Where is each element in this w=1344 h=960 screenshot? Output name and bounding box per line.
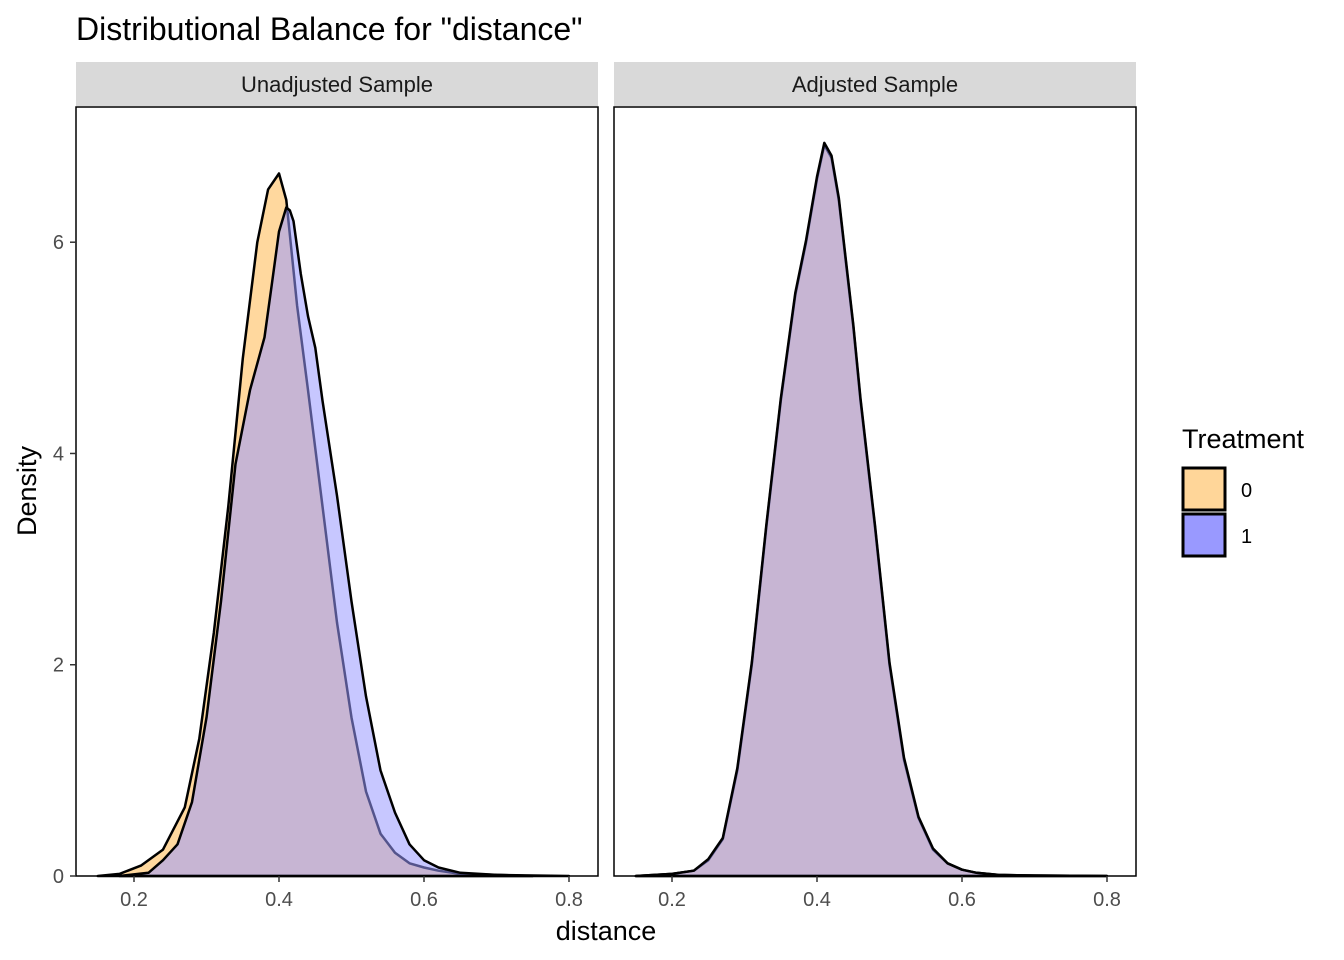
x-tick-label: 0.6 [410,889,438,911]
panel-border [75,106,599,877]
density-area-series-1 [118,206,535,878]
x-tick-label: 0.2 [120,889,148,911]
legend-title: Treatment [1182,424,1305,454]
strip-adjusted-bg [614,62,1136,106]
legend-label-1: 1 [1241,526,1252,548]
y-tick-label: 2 [53,655,64,677]
x-tick-label: 0.6 [948,889,976,911]
x-axis-title: distance [556,916,657,946]
strip-unadjusted-bg [76,62,598,106]
legend-swatch-0 [1181,466,1227,512]
density-area-series-1 [634,141,1109,878]
legend: Treatment 0 1 [1181,424,1305,558]
y-tick-label: 4 [53,443,64,465]
x-tick-label: 0.2 [658,889,686,911]
y-tick-label: 0 [53,866,64,888]
x-tick-label: 0.4 [803,889,831,911]
x-tick-label: 0.8 [555,889,583,911]
legend-label-0: 0 [1241,480,1252,502]
y-axis-title: Density [12,445,42,536]
strip-adjusted-label: Adjusted Sample [792,72,958,97]
y-axis: 0 2 4 6 [53,232,76,888]
legend-swatch-1 [1181,512,1227,558]
x-tick-label: 0.8 [1093,889,1121,911]
strip-unadjusted-label: Unadjusted Sample [241,72,433,97]
x-tick-label: 0.4 [265,889,293,911]
y-tick-label: 6 [53,232,64,254]
panel-unadjusted: 0.2 0.4 0.6 0.8 [75,106,599,911]
panel-border [613,106,1137,877]
panel-adjusted: 0.2 0.4 0.6 0.8 [613,106,1137,911]
chart-title: Distributional Balance for "distance" [76,11,583,47]
